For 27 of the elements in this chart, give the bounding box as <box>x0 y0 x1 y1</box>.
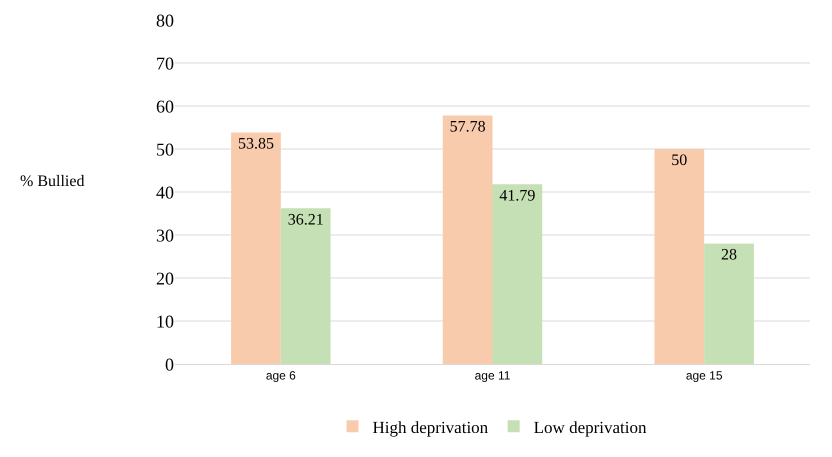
bar <box>280 208 331 364</box>
bar <box>442 116 492 364</box>
y-tick-label: 70 <box>156 53 174 74</box>
y-tick-label: 60 <box>156 96 174 116</box>
bar <box>492 184 542 364</box>
legend-label: Low deprivation <box>534 418 648 437</box>
y-tick-label: 20 <box>156 268 174 288</box>
data-label: 53.85 <box>238 135 274 152</box>
y-tick-label: 10 <box>156 311 174 332</box>
bar <box>654 149 704 364</box>
y-tick-label: 50 <box>156 139 174 160</box>
data-label: 36.21 <box>288 211 324 228</box>
data-label: 41.79 <box>499 187 536 204</box>
y-tick-label: 40 <box>156 182 174 202</box>
x-tick-label: age 6 <box>266 368 296 382</box>
y-tick-label: 80 <box>156 10 174 30</box>
bar <box>231 132 281 364</box>
legend-label: High deprivation <box>372 418 489 437</box>
y-tick-label: 30 <box>156 225 174 246</box>
x-tick-label: age 15 <box>686 368 723 382</box>
x-tick-label: age 11 <box>474 368 511 382</box>
data-label: 50 <box>671 152 688 169</box>
y-tick-label: 0 <box>165 354 174 374</box>
bar <box>704 244 754 364</box>
data-label: 28 <box>721 246 738 264</box>
y-axis-title: % Bullied <box>20 173 84 190</box>
data-label: 57.78 <box>450 118 486 136</box>
